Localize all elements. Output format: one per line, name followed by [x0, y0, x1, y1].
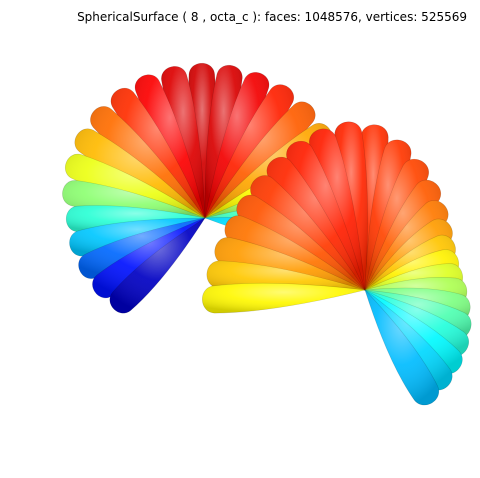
- left-petal-shading: [74, 128, 205, 218]
- right-petal-shading: [202, 283, 365, 314]
- right-petal-shading: [214, 237, 365, 290]
- left-petal-shading: [90, 106, 205, 218]
- left-petal-shading: [205, 84, 294, 218]
- left-petal-shading: [65, 154, 206, 218]
- left-petal-shading: [66, 205, 205, 233]
- right-petal-shading: [236, 195, 365, 290]
- right-petal-lobe: [202, 121, 472, 406]
- left-petal-shading: [205, 101, 316, 218]
- left-petal-shading: [110, 88, 205, 218]
- right-petal-shading: [365, 290, 439, 406]
- plot-title: SphericalSurface ( 8 , octa_c ): faces: …: [77, 10, 467, 24]
- left-petal-shading: [109, 218, 205, 314]
- right-petal-shading: [224, 215, 365, 290]
